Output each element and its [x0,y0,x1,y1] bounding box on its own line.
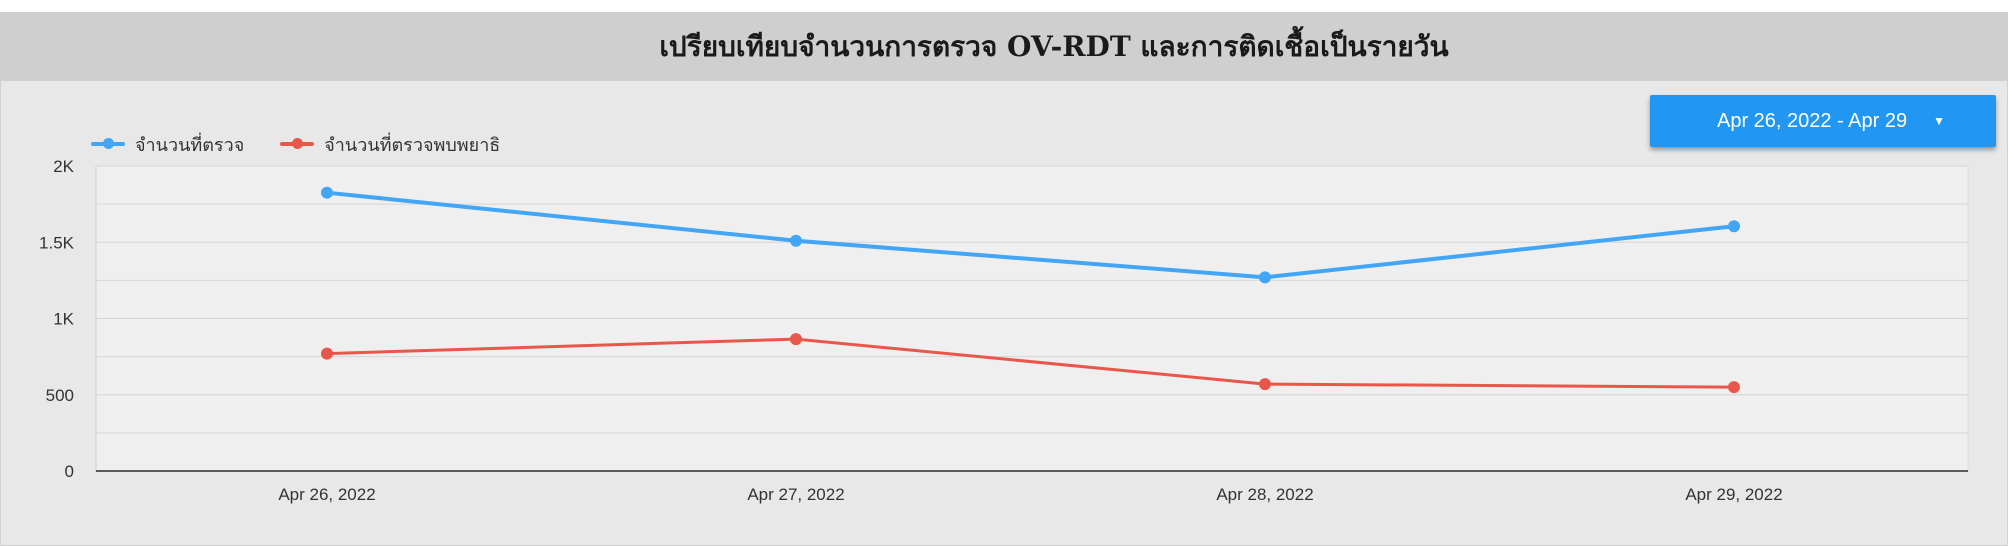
title-bar: เปรียบเทียบจำนวนการตรวจ OV-RDT และการติด… [1,13,2007,81]
series-line-1 [326,337,1735,389]
chevron-down-icon: ▼ [1933,114,1946,128]
y-tick-label: 2K [53,157,74,176]
data-point [1259,378,1271,391]
data-point [790,234,802,247]
x-tick-label: Apr 29, 2022 [1685,485,1782,504]
chart-legend: จำนวนที่ตรวจ จำนวนที่ตรวจพบพยาธิ [91,129,500,159]
data-point [1728,220,1740,233]
legend-swatch-positive [280,138,315,149]
data-point [321,186,333,199]
chart-title: เปรียบเทียบจำนวนการตรวจ OV-RDT และการติด… [659,30,1449,63]
y-tick-label: 0 [65,462,74,481]
y-tick-label: 1K [53,310,74,329]
legend-item-positive[interactable]: จำนวนที่ตรวจพบพยาธิ [280,130,500,159]
legend-label-tested: จำนวนที่ตรวจ [135,134,245,156]
legend-swatch-tested [91,138,125,149]
date-range-label: Apr 26, 2022 - Apr 29 [1716,109,1908,132]
legend-label-positive: จำนวนที่ตรวจพบพยาธิ [324,134,501,156]
series-line-0 [326,190,1735,280]
data-point [790,333,802,346]
legend-item-tested[interactable]: จำนวนที่ตรวจ [91,130,244,159]
y-tick-label: 500 [46,386,74,405]
data-point [1259,271,1271,284]
x-tick-label: Apr 26, 2022 [278,485,375,504]
x-tick-label: Apr 27, 2022 [747,485,844,504]
date-range-button[interactable]: Apr 26, 2022 - Apr 29 ▼ [1650,95,1996,147]
data-point [321,347,333,360]
data-point [1728,381,1740,394]
x-tick-label: Apr 28, 2022 [1216,485,1313,504]
y-tick-label: 1.5K [39,233,75,252]
